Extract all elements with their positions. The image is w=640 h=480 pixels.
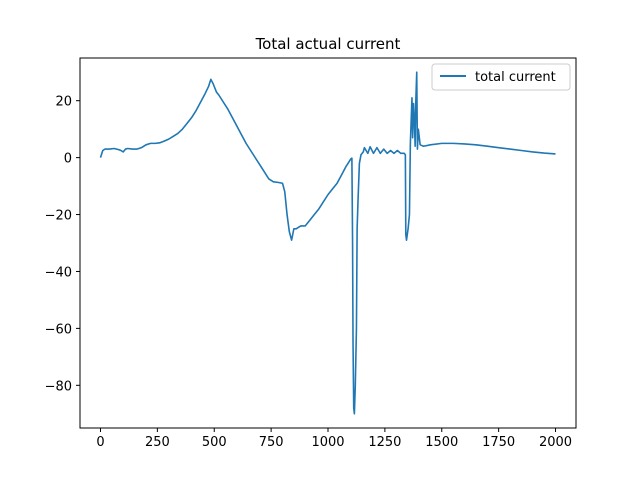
plot-background <box>80 58 576 428</box>
y-tick-label: −20 <box>45 209 72 224</box>
series-lines <box>99 71 556 415</box>
x-tick-label: 1250 <box>368 435 401 450</box>
y-tick-label: 20 <box>55 95 72 110</box>
x-tick-label: 1750 <box>482 435 515 450</box>
x-tick-label: 250 <box>145 435 170 450</box>
y-tick-label: −80 <box>45 379 72 394</box>
x-tick-label: 1000 <box>311 435 344 450</box>
y-axis-ticks: −80 −60 −40 −20 0 20 <box>45 95 80 394</box>
series-line-total-current <box>99 71 556 415</box>
x-tick-label: 1500 <box>425 435 458 450</box>
plot-frame <box>79 57 577 429</box>
legend-label: total current <box>475 70 556 85</box>
x-axis-ticks: 0 250 500 750 1000 1250 1500 1750 2000 <box>96 428 572 450</box>
legend: total current <box>431 63 571 91</box>
y-tick-label: 0 <box>64 152 72 167</box>
x-tick-label: 0 <box>96 435 104 450</box>
chart-title: Total actual current <box>255 35 401 53</box>
x-tick-label: 750 <box>259 435 284 450</box>
y-tick-label: −60 <box>45 322 72 337</box>
x-tick-label: 2000 <box>539 435 572 450</box>
x-tick-label: 500 <box>202 435 227 450</box>
y-tick-label: −40 <box>45 265 72 280</box>
legend-box <box>431 63 571 91</box>
